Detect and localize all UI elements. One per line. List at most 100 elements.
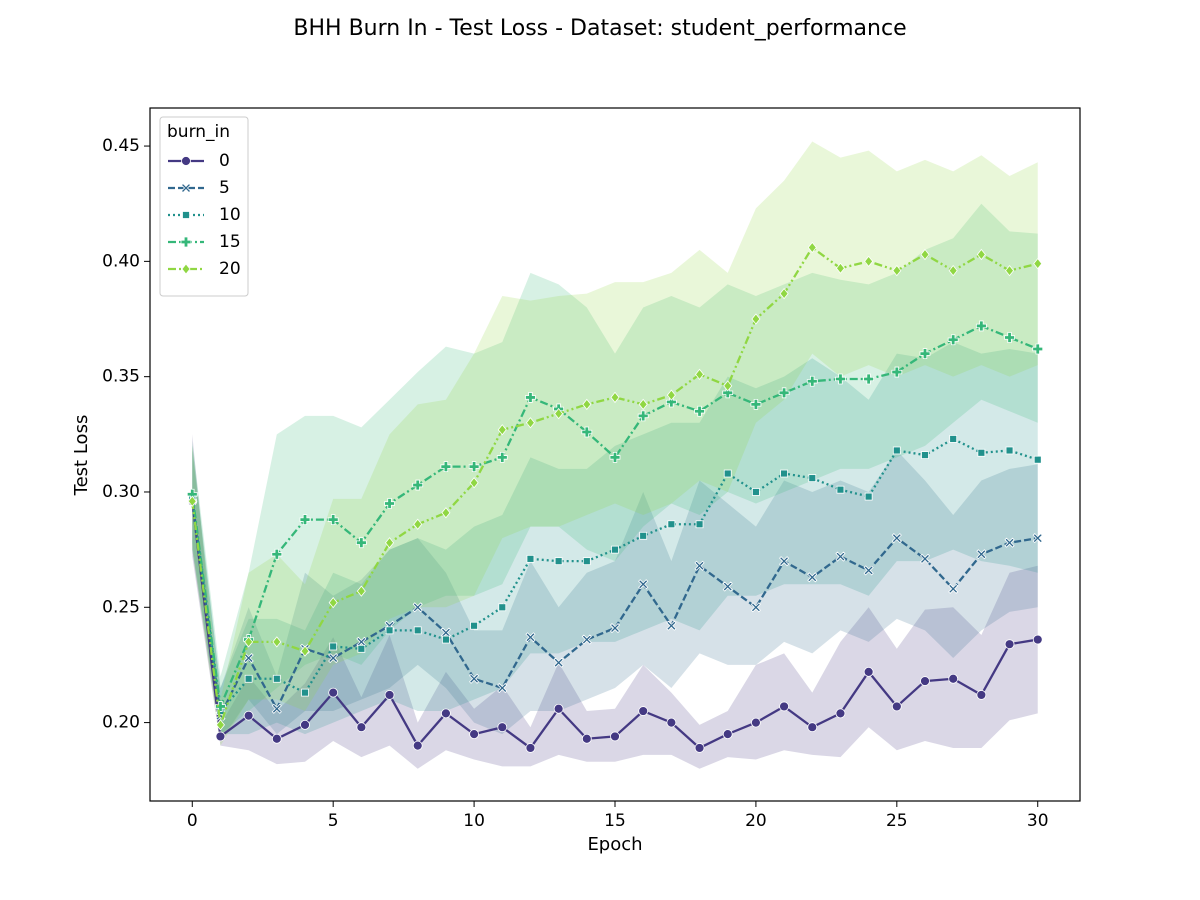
marker [1004, 537, 1015, 548]
marker [553, 703, 564, 714]
marker [412, 479, 424, 491]
marker [525, 743, 536, 753]
marker [328, 652, 339, 664]
marker [187, 495, 197, 507]
marker [863, 373, 875, 385]
marker [921, 451, 929, 459]
x-tick-label: 5 [328, 811, 339, 831]
marker [581, 634, 592, 645]
legend-label: 0 [219, 151, 230, 171]
marker [440, 627, 451, 638]
marker [356, 585, 366, 597]
marker [947, 334, 959, 346]
marker [526, 554, 535, 563]
x-tick-label: 25 [886, 811, 908, 831]
marker [665, 396, 677, 408]
confidence-band [192, 203, 1038, 735]
marker [299, 514, 311, 526]
marker [554, 557, 563, 566]
y-tick-label: 0.25 [102, 597, 140, 617]
marker [780, 469, 788, 478]
marker [609, 622, 621, 634]
marker [243, 710, 254, 721]
x-tick-label: 0 [187, 811, 198, 831]
y-tick-label: 0.45 [102, 136, 140, 156]
legend-label: 20 [219, 259, 241, 279]
marker [864, 492, 873, 501]
marker [271, 703, 282, 714]
marker [863, 666, 874, 677]
marker [609, 451, 621, 463]
marker [751, 313, 761, 325]
marker [328, 687, 339, 698]
marker [582, 398, 592, 410]
marker [327, 514, 339, 526]
confidence-band [192, 434, 1038, 769]
marker [525, 632, 536, 643]
marker [384, 498, 395, 509]
legend-label: 10 [219, 205, 241, 225]
legend-marker [180, 236, 192, 248]
marker [779, 701, 789, 712]
marker [412, 602, 423, 613]
marker [496, 451, 508, 463]
marker [581, 426, 593, 438]
marker [779, 288, 789, 300]
marker [750, 602, 761, 613]
marker [751, 717, 761, 728]
marker [723, 380, 733, 392]
marker [639, 531, 648, 540]
marker [582, 557, 591, 566]
marker [977, 448, 986, 457]
marker [441, 708, 451, 719]
marker [778, 387, 790, 399]
marker [385, 626, 394, 635]
marker [357, 644, 366, 653]
marker [215, 719, 225, 731]
marker [442, 635, 450, 644]
marker [215, 701, 226, 712]
marker [807, 241, 817, 254]
legend-title: burn_in [167, 122, 230, 142]
marker [666, 389, 676, 401]
marker [215, 731, 226, 742]
marker [385, 537, 395, 549]
marker [1032, 634, 1043, 645]
chart-title: BHH Burn In - Test Loss - Dataset: stude… [293, 16, 906, 41]
marker [722, 581, 733, 592]
marker [611, 545, 619, 554]
marker [300, 719, 310, 730]
marker [976, 549, 987, 560]
confidence-band [192, 450, 1038, 742]
marker [1032, 343, 1044, 355]
marker [610, 391, 620, 404]
marker [356, 722, 367, 733]
marker [807, 572, 818, 583]
marker [808, 474, 817, 483]
marker [807, 722, 818, 733]
marker [694, 405, 705, 417]
marker [470, 621, 478, 630]
marker [695, 368, 705, 381]
marker [779, 556, 790, 567]
marker [920, 248, 930, 261]
marker [525, 417, 535, 429]
marker [300, 645, 310, 657]
marker [301, 688, 309, 697]
y-tick-label: 0.20 [102, 713, 140, 733]
marker [835, 708, 846, 719]
marker [666, 717, 677, 728]
marker [553, 657, 564, 668]
marker [271, 548, 283, 560]
marker [863, 565, 874, 576]
marker [750, 398, 762, 410]
legend-marker [181, 263, 191, 275]
marker [272, 674, 281, 683]
marker [948, 264, 958, 277]
marker [1004, 332, 1015, 343]
legend-marker [182, 211, 190, 219]
marker [891, 533, 902, 544]
y-tick-label: 0.30 [102, 482, 140, 502]
marker [244, 636, 254, 648]
marker [497, 424, 507, 436]
